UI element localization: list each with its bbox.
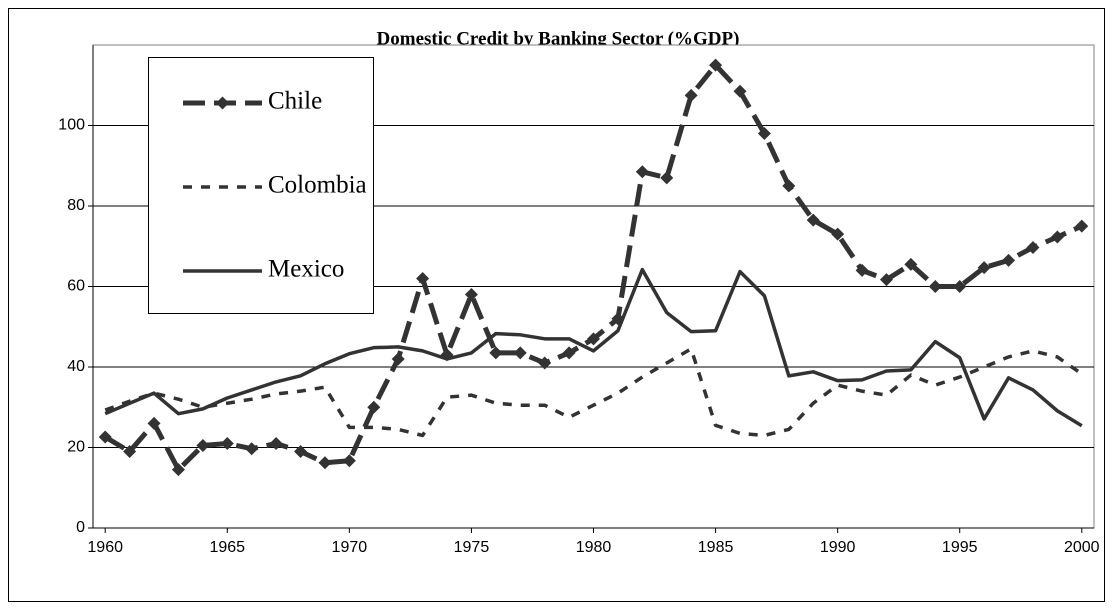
point-marker: [391, 352, 405, 366]
point-marker: [147, 416, 161, 430]
point-marker: [538, 356, 552, 370]
point-marker: [806, 213, 820, 227]
legend-label: Chile: [268, 88, 322, 115]
point-marker: [98, 430, 112, 444]
point-marker: [464, 288, 478, 302]
x-tick-label: 1995: [942, 539, 978, 556]
y-tick-label: 40: [67, 358, 85, 375]
point-marker: [782, 179, 796, 193]
point-marker: [562, 346, 576, 360]
point-marker: [318, 456, 332, 470]
point-marker: [855, 263, 869, 277]
y-tick-label: 60: [67, 278, 85, 295]
point-marker: [635, 165, 649, 179]
legend-label: Colombia: [268, 172, 367, 199]
point-marker: [269, 436, 283, 450]
point-marker: [220, 436, 234, 450]
legend-label: Mexico: [268, 256, 344, 283]
point-marker: [904, 257, 918, 271]
point-marker: [294, 445, 308, 459]
y-tick-label: 0: [76, 519, 85, 536]
point-marker: [660, 171, 674, 185]
point-marker: [1050, 230, 1064, 244]
point-marker: [342, 454, 356, 468]
point-marker: [123, 445, 137, 459]
point-marker: [831, 227, 845, 241]
y-tick-label: 20: [67, 439, 85, 456]
legend-marker: [216, 96, 229, 110]
point-marker: [977, 261, 991, 275]
x-tick-label: 1960: [87, 539, 123, 556]
point-marker: [928, 280, 942, 293]
legend: Chile Colombia Mexico: [148, 57, 374, 314]
point-marker: [1026, 240, 1040, 254]
x-tick-label: 1990: [820, 539, 856, 556]
point-marker: [709, 58, 723, 72]
point-marker: [879, 273, 893, 287]
point-marker: [367, 400, 381, 414]
point-marker: [1002, 253, 1016, 267]
point-marker: [733, 84, 747, 98]
point-marker: [171, 463, 185, 477]
point-marker: [245, 442, 259, 456]
point-marker: [489, 346, 503, 360]
x-tick-label: 1980: [576, 539, 612, 556]
series-line: [104, 347, 1083, 438]
point-marker: [757, 127, 771, 141]
point-marker: [953, 280, 967, 293]
x-tick-label: 1985: [698, 539, 734, 556]
series-line: [104, 267, 1083, 428]
point-marker: [416, 271, 430, 285]
y-tick-label: 100: [58, 117, 85, 134]
point-marker: [1075, 219, 1089, 233]
y-tick-label: 80: [67, 197, 85, 214]
x-tick-label: 1970: [332, 539, 368, 556]
chart-title: Domestic Credit by Banking Sector (%GDP): [377, 28, 740, 49]
x-tick-label: 1965: [209, 539, 245, 556]
x-tick-label: 2000: [1064, 539, 1100, 556]
x-tick-label: 1975: [454, 539, 490, 556]
point-marker: [196, 438, 210, 452]
point-marker: [587, 332, 600, 346]
point-marker: [684, 88, 698, 102]
point-marker: [513, 346, 527, 360]
